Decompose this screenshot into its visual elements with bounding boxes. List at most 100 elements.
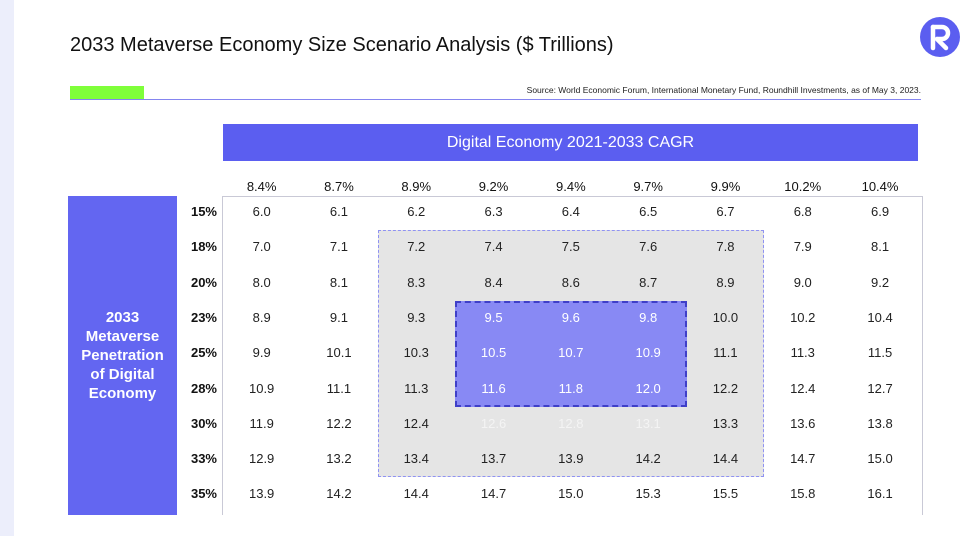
table-cell: 8.0 [252, 274, 271, 290]
row-header: 30% [190, 415, 217, 431]
row-header: 33% [190, 451, 217, 467]
column-header-divider [222, 196, 922, 197]
column-header: 10.2% [784, 179, 822, 194]
source-note: Source: World Economic Forum, Internatio… [526, 85, 921, 95]
row-header: 35% [190, 486, 217, 502]
row-header: 20% [190, 274, 217, 290]
cagr-axis-banner: Digital Economy 2021-2033 CAGR [223, 124, 918, 161]
table-cell: 6.2 [407, 204, 426, 219]
table-cell: 7.0 [252, 239, 271, 255]
table-cell: 12.4 [790, 380, 816, 396]
table-cell: 10.4 [867, 309, 893, 325]
table-cell: 7.4 [484, 239, 503, 255]
table-cell: 13.2 [326, 451, 352, 467]
table-cell: 13.4 [403, 451, 429, 467]
green-accent-bar [70, 86, 144, 99]
table-cell: 10.1 [326, 345, 352, 361]
table-cell: 7.5 [561, 239, 580, 255]
table-cell: 15.0 [867, 451, 893, 467]
table-cell: 12.2 [712, 380, 739, 396]
table-cell: 12.0 [635, 380, 661, 396]
table-cell: 13.9 [248, 486, 275, 502]
table-cell: 9.5 [484, 309, 503, 325]
row-header: 25% [190, 345, 217, 361]
header-divider [70, 99, 921, 100]
row-header: 18% [190, 239, 217, 255]
table-cell: 13.6 [790, 415, 816, 431]
column-header: 10.4% [861, 179, 899, 194]
row-header: 15% [190, 204, 217, 219]
table-cell: 6.5 [639, 204, 658, 219]
table-cell: 9.1 [329, 309, 348, 325]
table-cell: 10.5 [480, 345, 507, 361]
table-cell: 14.4 [403, 486, 429, 502]
penetration-axis-label: 2033 Metaverse Penetration of Digital Ec… [81, 309, 164, 402]
table-cell: 11.9 [249, 415, 274, 431]
table-cell: 6.7 [716, 204, 735, 219]
column-header: 8.9% [401, 179, 432, 194]
table-cell: 13.7 [480, 451, 507, 467]
table-cell: 14.2 [635, 451, 661, 467]
inner-scenario-highlight [454, 300, 687, 407]
table-cell: 8.9 [252, 309, 271, 325]
roundhill-logo-icon [920, 17, 960, 57]
table-cell: 13.8 [867, 415, 893, 431]
table-cell: 6.0 [252, 204, 271, 219]
table-cell: 13.1 [635, 415, 661, 431]
table-cell: 12.6 [480, 415, 507, 431]
table-cell: 12.4 [403, 415, 429, 431]
table-cell: 13.3 [712, 415, 739, 431]
column-header: 9.7% [633, 179, 663, 194]
table-cell: 8.3 [407, 274, 426, 290]
table-cell: 7.2 [407, 239, 426, 255]
table-cell: 12.2 [326, 415, 352, 431]
table-cell: 11.3 [404, 380, 429, 396]
table-cell: 10.0 [712, 309, 739, 325]
table-cell: 9.6 [561, 309, 580, 325]
table-cell: 6.9 [871, 204, 890, 219]
row-header: 23% [190, 309, 217, 325]
table-cell: 12.8 [558, 415, 584, 431]
table-right-border [922, 196, 923, 515]
table-cell: 6.1 [329, 204, 348, 219]
table-cell: 9.9 [252, 345, 271, 361]
table-cell: 11.5 [867, 345, 893, 361]
table-cell: 15.8 [790, 486, 816, 502]
table-cell: 14.7 [480, 486, 507, 502]
column-header: 9.9% [710, 179, 741, 194]
table-cell: 8.4 [484, 274, 503, 290]
column-header: 9.2% [478, 179, 509, 194]
table-cell: 15.5 [712, 486, 739, 502]
table-cell: 9.8 [639, 309, 658, 325]
table-cell: 15.0 [558, 486, 584, 502]
penetration-axis-block: 2033 Metaverse Penetration of Digital Ec… [68, 196, 177, 515]
table-cell: 8.9 [716, 274, 735, 290]
table-cell: 10.3 [403, 345, 429, 361]
table-cell: 9.0 [793, 274, 812, 290]
table-cell: 11.8 [558, 380, 583, 396]
table-cell: 6.3 [484, 204, 503, 219]
table-cell: 8.7 [639, 274, 658, 290]
table-cell: 7.1 [329, 239, 348, 255]
table-cell: 12.9 [248, 451, 275, 467]
table-cell: 11.6 [481, 380, 506, 396]
row-header: 28% [190, 380, 217, 396]
table-cell: 11.3 [790, 345, 815, 361]
table-cell: 7.6 [639, 239, 658, 255]
table-cell: 14.2 [326, 486, 352, 502]
table-cell: 16.1 [867, 486, 893, 502]
row-header-divider [222, 196, 223, 515]
table-cell: 8.6 [561, 274, 580, 290]
table-cell: 9.2 [871, 274, 890, 290]
table-cell: 14.4 [712, 451, 739, 467]
table-cell: 12.7 [867, 380, 893, 396]
table-cell: 10.2 [790, 309, 816, 325]
page-title: 2033 Metaverse Economy Size Scenario Ana… [70, 34, 614, 56]
table-cell: 9.3 [407, 309, 426, 325]
table-cell: 13.9 [558, 451, 584, 467]
column-header: 8.7% [324, 179, 354, 194]
left-edge-strip [0, 0, 14, 536]
table-cell: 10.9 [248, 380, 275, 396]
table-cell: 11.1 [326, 380, 352, 396]
column-header: 9.4% [556, 179, 586, 194]
